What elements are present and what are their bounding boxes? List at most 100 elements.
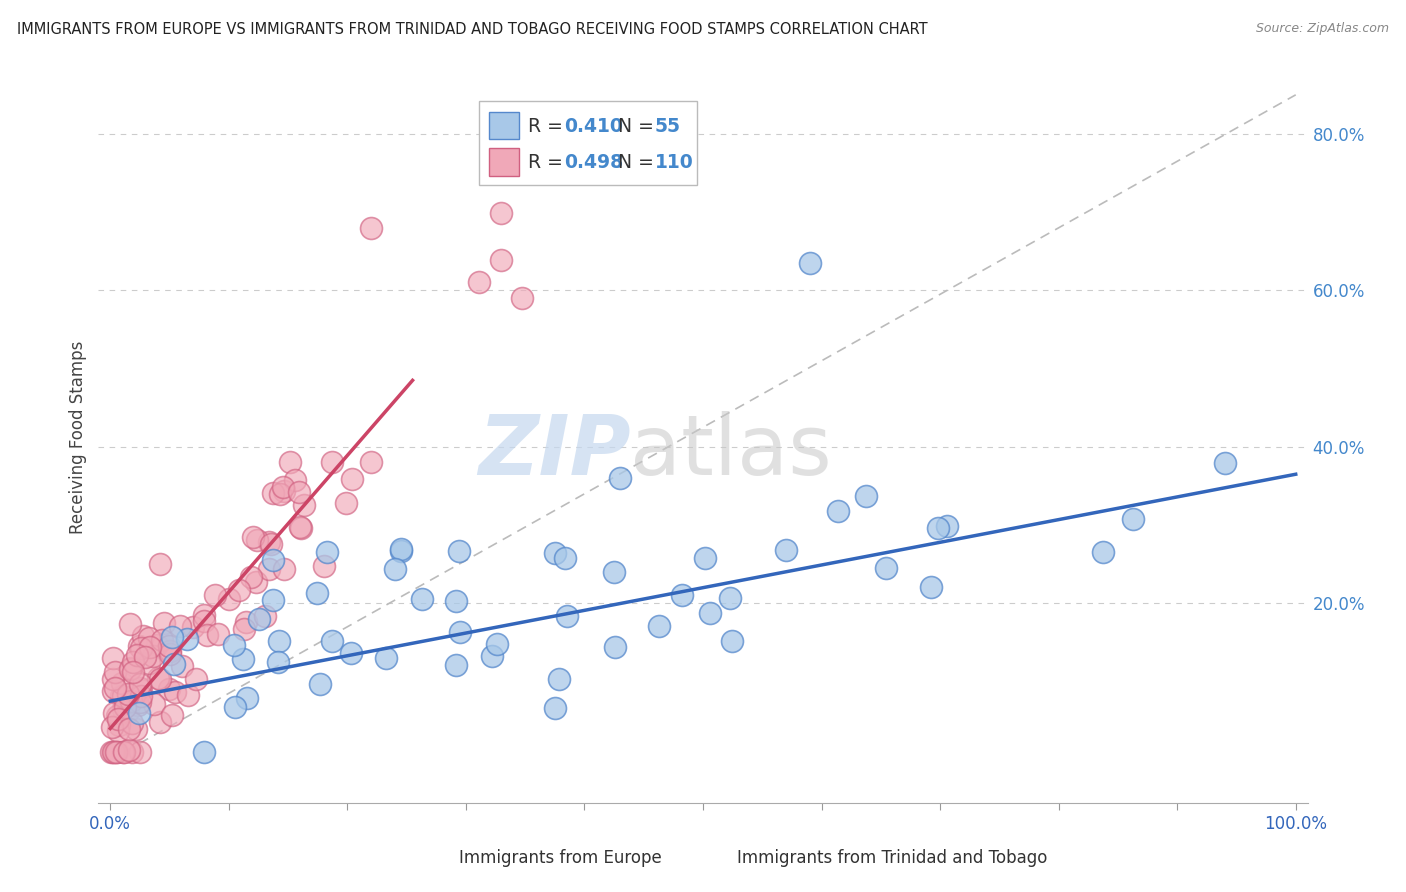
Point: [1122, 511, 1144, 525]
Point: [107, 712, 129, 726]
Point: [309, 677, 332, 691]
Point: [128, 639, 150, 653]
Point: [1091, 545, 1114, 559]
Point: [288, 484, 311, 499]
Point: [290, 521, 312, 535]
Point: [236, 691, 259, 706]
Point: [138, 656, 160, 670]
Point: [149, 714, 172, 729]
Point: [157, 639, 180, 653]
Point: [193, 745, 215, 759]
Point: [107, 724, 129, 739]
Point: [165, 684, 187, 698]
Point: [827, 504, 849, 518]
Point: [360, 220, 382, 235]
Point: [224, 700, 246, 714]
Text: 0.410: 0.410: [564, 117, 623, 136]
Point: [555, 609, 578, 624]
Text: Immigrants from Europe: Immigrants from Europe: [458, 848, 661, 867]
Point: [271, 480, 294, 494]
Point: [235, 615, 257, 630]
Point: [603, 565, 626, 579]
Point: [118, 662, 141, 676]
Point: [104, 665, 127, 679]
Point: [197, 628, 219, 642]
Point: [544, 701, 567, 715]
Point: [305, 586, 328, 600]
Point: [176, 632, 198, 647]
Point: [605, 640, 627, 654]
Point: [389, 542, 412, 557]
Text: 55: 55: [655, 117, 681, 136]
Point: [312, 559, 335, 574]
Point: [122, 665, 145, 680]
Point: [128, 681, 150, 695]
Point: [284, 473, 307, 487]
Point: [120, 661, 142, 675]
Point: [103, 651, 125, 665]
Point: [193, 608, 215, 623]
Point: [288, 520, 311, 534]
Point: [159, 644, 181, 658]
Point: [222, 638, 245, 652]
Point: [247, 612, 270, 626]
Text: N =: N =: [619, 153, 661, 172]
Point: [242, 530, 264, 544]
Point: [489, 252, 512, 267]
Point: [775, 543, 797, 558]
Point: [169, 619, 191, 633]
Point: [146, 638, 169, 652]
Point: [481, 648, 503, 663]
Point: [292, 498, 315, 512]
Point: [128, 677, 150, 691]
Point: [125, 690, 148, 704]
Point: [799, 256, 821, 270]
Point: [134, 650, 156, 665]
Point: [160, 630, 183, 644]
Point: [103, 745, 125, 759]
FancyBboxPatch shape: [489, 112, 519, 139]
Point: [446, 657, 468, 672]
Y-axis label: Receiving Food Stamps: Receiving Food Stamps: [69, 341, 87, 533]
Point: [163, 657, 186, 672]
Point: [127, 648, 149, 663]
Point: [447, 543, 470, 558]
Point: [321, 455, 343, 469]
Text: 110: 110: [655, 153, 693, 172]
Point: [547, 672, 569, 686]
Point: [273, 562, 295, 576]
Point: [107, 718, 129, 732]
Point: [721, 634, 744, 648]
Point: [245, 533, 267, 548]
Point: [260, 537, 283, 551]
Point: [111, 702, 134, 716]
Point: [262, 553, 284, 567]
Point: [157, 681, 180, 696]
Point: [927, 521, 949, 535]
Point: [142, 649, 165, 664]
Point: [117, 704, 139, 718]
Point: [181, 620, 204, 634]
Point: [132, 630, 155, 644]
Point: [121, 745, 143, 759]
Point: [120, 694, 142, 708]
Text: IMMIGRANTS FROM EUROPE VS IMMIGRANTS FROM TRINIDAD AND TOBAGO RECEIVING FOOD STA: IMMIGRANTS FROM EUROPE VS IMMIGRANTS FRO…: [17, 22, 928, 37]
Point: [105, 708, 128, 723]
Point: [193, 614, 215, 628]
Point: [129, 745, 152, 759]
Point: [160, 707, 183, 722]
Point: [240, 570, 263, 584]
Point: [449, 625, 471, 640]
Point: [103, 706, 125, 721]
Point: [335, 496, 357, 510]
Point: [321, 634, 343, 648]
Point: [131, 689, 153, 703]
Point: [138, 631, 160, 645]
Point: [184, 673, 207, 687]
Point: [100, 745, 122, 759]
Point: [125, 723, 148, 737]
Point: [1213, 456, 1236, 470]
Point: [384, 562, 406, 576]
Point: [111, 689, 134, 703]
Point: [342, 472, 364, 486]
